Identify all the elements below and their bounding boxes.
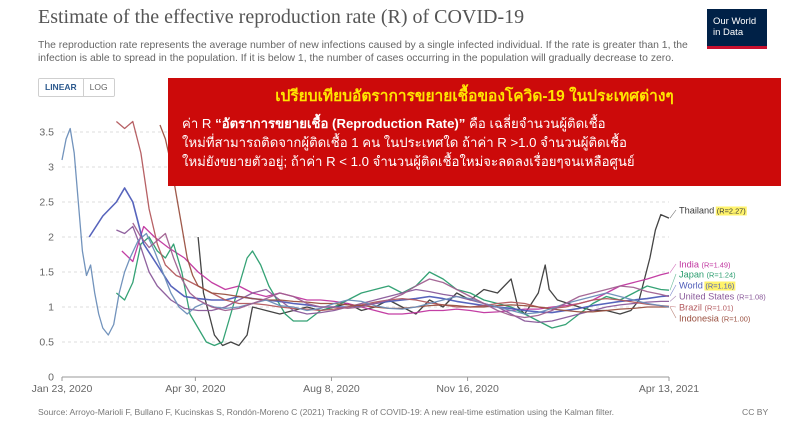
series-connector [669, 263, 677, 273]
y-tick-label: 0.5 [39, 337, 54, 349]
series-label-world: World (R=1.16) [679, 281, 734, 291]
series-r-value: (R=1.08) [737, 293, 766, 302]
series-label-india: India (R=1.49) [679, 260, 730, 270]
scale-toggle: LINEAR LOG [38, 78, 115, 97]
series-line-unlabeled-7 [61, 127, 670, 336]
series-r-value: (R=1.00) [721, 315, 750, 324]
chart-subtitle: The reproduction rate represents the ave… [38, 40, 688, 64]
y-axis-ticks: 0 0.5 1 1.5 2 2.5 3 3.5 [39, 127, 54, 384]
y-tick-label: 0 [48, 372, 54, 384]
series-label-united-states: United States (R=1.08) [679, 292, 766, 302]
x-tick-label: Nov 16, 2020 [436, 383, 499, 395]
series-line-world [88, 187, 670, 314]
series-label-brazil: Brazil (R=1.01) [679, 303, 734, 313]
series-label-thailand: Thailand (R=2.27) [679, 206, 746, 216]
series-name: India [679, 260, 701, 270]
banner-line-1-bold: “อัตราการขยายเชื้อ (Reproduction Rate)” [215, 116, 466, 131]
linear-scale-button[interactable]: LINEAR [39, 79, 84, 96]
chart-title: Estimate of the effective reproduction r… [38, 6, 525, 28]
x-tick-label: Aug 8, 2020 [303, 383, 360, 395]
license-link[interactable]: CC BY [742, 407, 769, 417]
logo-line-2: in Data [713, 27, 744, 38]
series-connector [669, 209, 677, 219]
series-name: Brazil [679, 303, 705, 313]
series-name: World [679, 281, 705, 291]
series-line-united-states [116, 225, 669, 324]
source-note: Source: Arroyo-Marioli F, Bullano F, Kuc… [38, 407, 615, 417]
series-name: Japan [679, 270, 707, 280]
x-tick-label: Jan 23, 2020 [32, 383, 93, 395]
series-line-unlabeled-8 [132, 222, 670, 319]
banner-line-1-prefix: ค่า R [182, 116, 216, 131]
y-tick-label: 2 [48, 232, 54, 244]
banner-line-2: ใหม่ที่สามารถติดจากผู้ติดเชื้อ 1 คน ในปร… [182, 135, 627, 150]
series-name: United States [679, 292, 737, 302]
series-r-value: (R=1.24) [707, 271, 736, 280]
series-connector [669, 295, 677, 302]
y-tick-label: 3 [48, 162, 54, 174]
r-value-highlight [704, 281, 736, 291]
y-tick-label: 1.5 [39, 267, 54, 279]
series-r-value: (R=1.01) [705, 304, 734, 313]
owid-logo[interactable]: Our World in Data [707, 9, 767, 49]
banner-line-1-suffix: คือ เฉลี่ยจำนวนผู้ติดเชื้อ [465, 116, 606, 131]
series-label-japan: Japan (R=1.24) [679, 270, 736, 280]
series-labels: Thailand (R=2.27) India (R=1.49)Japan (R=… [669, 206, 766, 324]
y-tick-label: 1 [48, 302, 54, 314]
series-line-brazil [115, 120, 670, 312]
x-tick-label: Apr 13, 2021 [639, 383, 699, 395]
series-lines [61, 120, 670, 347]
y-tick-label: 2.5 [39, 197, 54, 209]
log-scale-button[interactable]: LOG [83, 79, 114, 96]
r-value-highlight [715, 206, 747, 216]
series-connector [669, 306, 677, 319]
series-name: Indonesia [679, 314, 721, 324]
series-r-value: (R=1.49) [701, 261, 730, 270]
series-r-value: (R=2.27) [717, 207, 746, 216]
series-label-indonesia: Indonesia (R=1.00) [679, 314, 750, 324]
series-connector [669, 284, 677, 296]
series-name: Thailand [679, 206, 717, 216]
banner-title: เปรียบเทียบอัตราการขยายเชื้อของโควิด-19 … [275, 88, 674, 105]
series-connector [669, 273, 677, 291]
y-tick-label: 3.5 [39, 127, 54, 139]
x-axis-ticks: Jan 23, 2020 Apr 30, 2020 Aug 8, 2020 Nov 1… [32, 377, 699, 395]
series-r-value: (R=1.16) [705, 282, 734, 291]
x-tick-label: Apr 30, 2020 [165, 383, 225, 395]
series-connector [669, 306, 677, 308]
banner-line-1: ค่า R “อัตราการขยายเชื้อ (Reproduction R… [182, 114, 767, 133]
thai-annotation-banner: เปรียบเทียบอัตราการขยายเชื้อของโควิด-19 … [168, 78, 781, 186]
banner-line-3: ใหม่ยังขยายตัวอยู่; ถ้าค่า R < 1.0 จำนวน… [182, 154, 635, 169]
logo-line-1: Our World [713, 16, 757, 27]
